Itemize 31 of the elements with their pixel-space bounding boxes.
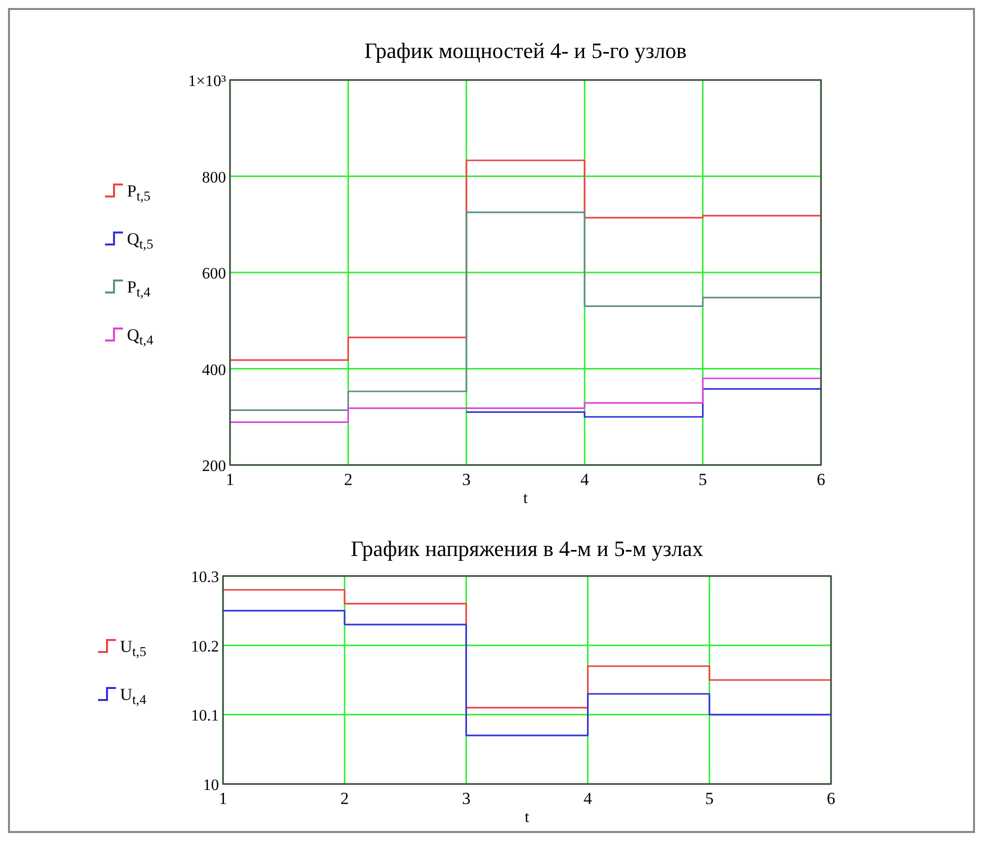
- x-tick-label: 4: [584, 789, 593, 808]
- legend-label: P$_{t,5}$: [127, 182, 151, 204]
- x-tick-label: 6: [816, 470, 826, 489]
- x-tick-label: 2: [344, 470, 352, 489]
- y-tick-label: 10: [203, 777, 219, 794]
- x-tick-label: 1: [218, 789, 228, 808]
- chart-title: График напряжения в 4-м и 5-м узлах: [350, 536, 704, 561]
- y-tick-label: 10.1: [191, 708, 219, 725]
- legend-label: Q$_{t,5}$: [127, 230, 154, 252]
- legend-label: U$_{t,4}$: [120, 685, 146, 708]
- x-tick-label: 3: [462, 470, 471, 489]
- y-tick-label: 10.2: [191, 638, 219, 656]
- legend-label: U$_{t,5}$: [120, 637, 146, 660]
- x-axis-title: t: [523, 490, 528, 507]
- x-axis-title: t: [524, 809, 530, 826]
- x-tick-label: 5: [705, 789, 714, 808]
- legend-label: P$_{t,4}$: [127, 278, 151, 300]
- x-tick-label: 6: [826, 789, 836, 808]
- x-tick-label: 3: [462, 789, 470, 808]
- x-tick-label: 2: [340, 789, 349, 808]
- y-tick-label: 600: [202, 266, 226, 282]
- y-tick-label: 200: [202, 458, 226, 475]
- y-tick-label: 1×10³: [188, 73, 226, 90]
- chart-title: График мощностей 4- и 5-го узлов: [364, 38, 687, 63]
- legend-label: Q$_{t,4}$: [127, 326, 154, 348]
- y-tick-label: 800: [202, 169, 226, 186]
- y-tick-label: 400: [202, 362, 226, 379]
- x-tick-label: 4: [580, 470, 590, 489]
- y-tick-label: 10.3: [191, 569, 219, 586]
- x-tick-label: 5: [698, 470, 708, 489]
- x-tick-label: 1: [226, 470, 234, 489]
